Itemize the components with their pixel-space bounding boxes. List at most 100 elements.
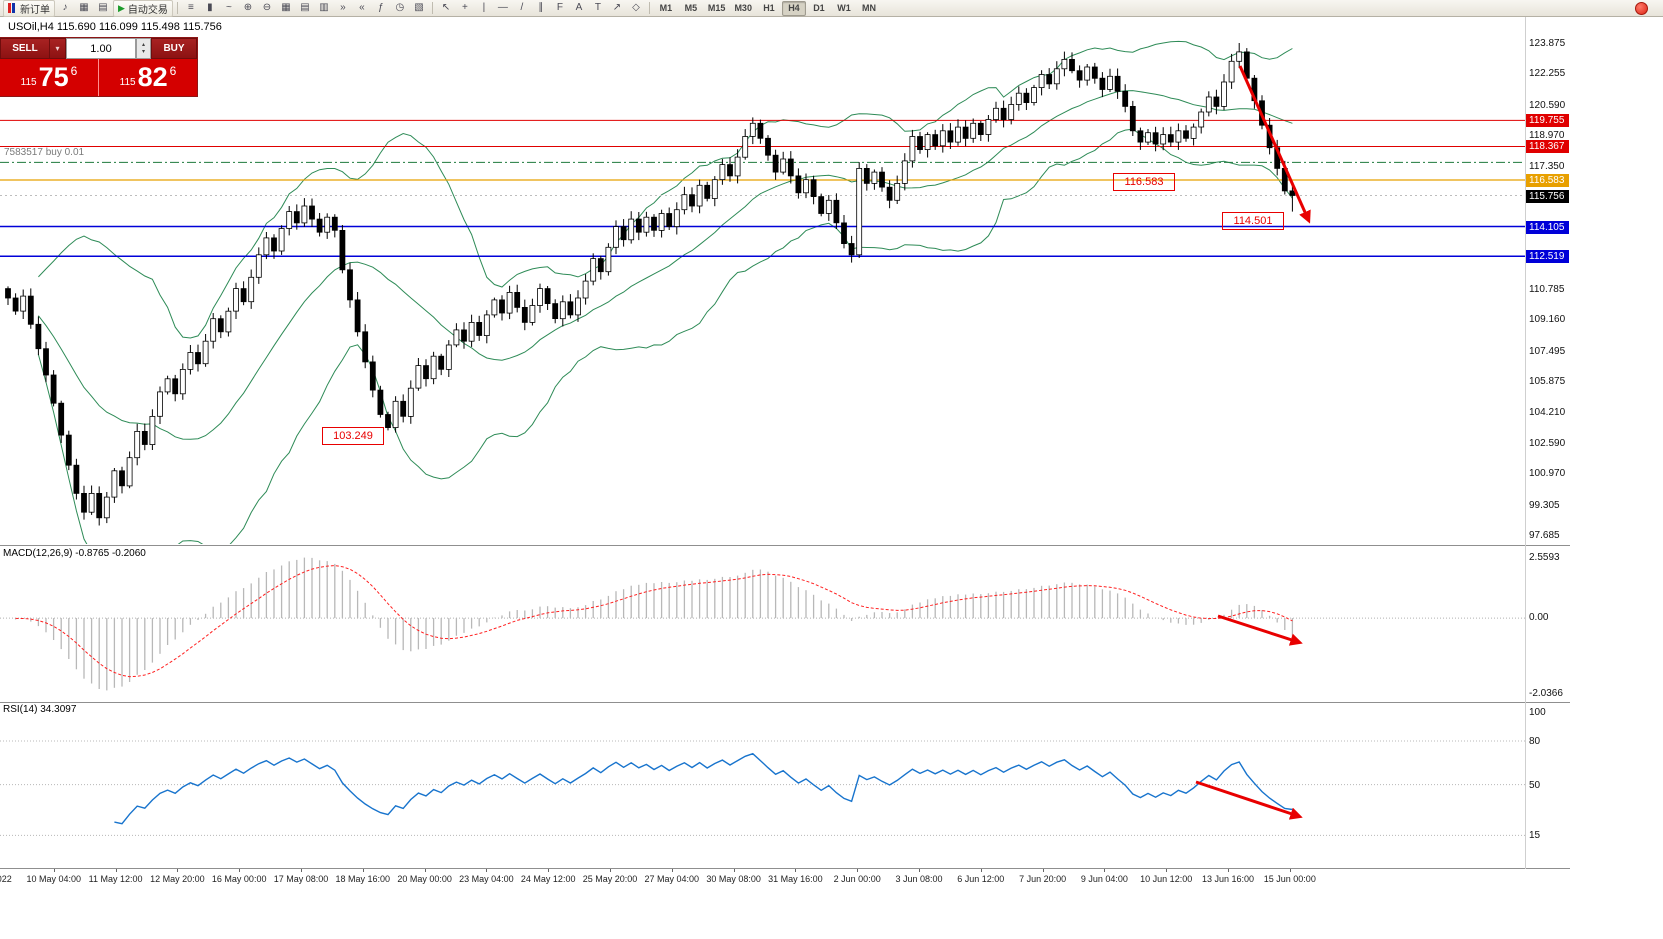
price-axis-border	[1525, 17, 1526, 869]
sound-icon[interactable]: ♪	[62, 2, 68, 13]
price-axis[interactable]: 123.875 122.255 120.590 118.970 117.350 110.7…	[1525, 0, 1570, 939]
timeframe-button-mn[interactable]: MN	[861, 2, 876, 13]
time-tick	[857, 869, 859, 872]
buy-price-main: 82	[137, 62, 168, 92]
trend-arrow[interactable]	[1195, 780, 1303, 820]
text-tool-icon[interactable]: A	[575, 2, 583, 13]
vertical-line-tool-icon[interactable]: |	[482, 2, 486, 13]
time-tick	[919, 869, 920, 872]
time-label: 17 May 08:00	[273, 874, 329, 884]
time-axis[interactable]: May 2022 10 May 04:00 11 May 12:00 12 May 2…	[0, 869, 1570, 887]
line-chart-icon[interactable]: ~	[226, 2, 232, 13]
price-tick-label: 123.875	[1529, 38, 1566, 49]
volume-dropdown-icon[interactable]: ▾	[50, 38, 66, 59]
timeframe-button-d1[interactable]: D1	[813, 2, 825, 13]
timeframe-button-m1[interactable]: M1	[659, 2, 673, 13]
arrow-tool-icon[interactable]: ↗	[612, 2, 622, 13]
price-tick-label: 102.590	[1529, 438, 1566, 449]
tile-windows-icon[interactable]: ▦	[281, 2, 291, 13]
new-order-button[interactable]: 新订单	[3, 0, 55, 17]
time-label: 11 May 12:00	[88, 874, 143, 884]
auto-scroll-icon[interactable]: »	[340, 2, 346, 13]
trend-arrow[interactable]	[1217, 614, 1303, 646]
price-tick-label: 100.970	[1529, 468, 1566, 479]
toolbar-separator	[431, 2, 433, 14]
auto-trading-label: 自动交易	[127, 4, 168, 16]
fibonacci-tool-icon[interactable]: F	[556, 2, 563, 13]
shapes-tool-icon[interactable]: ◇	[632, 2, 640, 13]
time-tick	[1228, 869, 1229, 872]
horizontal-line-tool-icon[interactable]: —	[497, 2, 508, 13]
channel-tool-icon[interactable]: ∥	[538, 2, 544, 13]
timeframe-button-m5[interactable]: M5	[684, 2, 698, 13]
panel-separator[interactable]	[0, 868, 1570, 869]
auto-trading-button[interactable]: ▶ 自动交易	[113, 0, 173, 17]
zoom-out-icon[interactable]: ⊖	[262, 2, 272, 13]
time-tick	[980, 869, 982, 872]
time-label: 24 May 12:00	[520, 874, 576, 884]
main-chart-area[interactable]: 116.583 114.501 103.249	[0, 0, 1525, 939]
timeframe-button-h1[interactable]: H1	[763, 2, 775, 13]
macd-indicator-label: MACD(12,26,9) -0.8765 -0.2060	[3, 548, 146, 559]
sell-price-prefix: 115	[20, 76, 37, 88]
rsi-indicator-label: RSI(14) 34.3097	[3, 704, 77, 715]
toolbar-left-icons: ♪ ▦ ▤	[56, 0, 112, 16]
price-tag: 114.105	[1526, 221, 1569, 234]
panel-separator[interactable]	[0, 702, 1570, 703]
trend-arrow[interactable]	[1238, 65, 1311, 224]
new-chart-icon[interactable]: ▦	[79, 2, 89, 13]
price-annotation-box[interactable]: 103.249	[322, 427, 384, 445]
timeframe-button-w1[interactable]: W1	[837, 2, 851, 13]
alert-icon[interactable]	[1635, 1, 1648, 15]
timeframe-button-m15[interactable]: M15	[707, 2, 726, 13]
sell-price-pip: 6	[70, 64, 78, 78]
time-label: 25 May 20:00	[582, 874, 638, 884]
sell-button[interactable]: SELL	[0, 38, 50, 59]
templates-icon[interactable]: ▧	[414, 2, 424, 13]
price-tag: 116.583	[1526, 174, 1569, 187]
profiles-icon[interactable]: ▤	[98, 2, 108, 13]
time-tick	[548, 869, 550, 872]
timeframe-button-h4[interactable]: H4	[781, 0, 806, 16]
label-tool-icon[interactable]: T	[594, 2, 601, 13]
panel-separator[interactable]	[0, 545, 1570, 546]
arrange-windows-icon[interactable]: ▥	[319, 2, 329, 13]
chart-canvas[interactable]	[0, 0, 1525, 939]
price-tag: 119.755	[1526, 114, 1569, 127]
time-tick	[795, 869, 797, 872]
cursor-tool-icon[interactable]: ↖	[441, 2, 451, 13]
cascade-windows-icon[interactable]: ▤	[300, 2, 310, 13]
buy-price[interactable]: 115 82 6	[99, 59, 197, 96]
time-tick	[424, 869, 426, 872]
buy-price-prefix: 115	[119, 76, 136, 88]
time-label: 7 Jun 20:00	[1019, 874, 1067, 884]
time-label: 2 Jun 00:00	[833, 874, 881, 884]
price-tick-label: 99.305	[1529, 500, 1560, 511]
time-tick	[1166, 869, 1168, 872]
price-annotation-box[interactable]: 116.583	[1113, 173, 1175, 191]
bar-chart-icon[interactable]: ≡	[188, 2, 194, 13]
chart-shift-icon[interactable]: «	[359, 2, 365, 13]
toolbar-separator	[648, 2, 650, 14]
open-position-label[interactable]: 7583517 buy 0.01	[4, 147, 85, 158]
sell-price[interactable]: 115 75 6	[0, 59, 98, 96]
buy-price-pip: 6	[169, 64, 177, 78]
time-label: 10 May 04:00	[26, 874, 82, 884]
price-annotation-box[interactable]: 114.501	[1222, 212, 1284, 230]
buy-button[interactable]: BUY	[151, 38, 197, 59]
time-tick	[177, 869, 179, 872]
toolbar-separator	[176, 2, 178, 14]
candlestick-chart-icon[interactable]: ▮	[207, 2, 213, 13]
volume-stepper[interactable]: ▴ ▾	[136, 38, 151, 59]
price-tick-label: 109.160	[1529, 314, 1566, 325]
volume-input[interactable]	[66, 38, 136, 59]
price-tick-label: 104.210	[1529, 407, 1566, 418]
periods-icon[interactable]: ◷	[395, 2, 405, 13]
zoom-in-icon[interactable]: ⊕	[243, 2, 253, 13]
trendline-tool-icon[interactable]: /	[520, 2, 524, 13]
indicators-icon[interactable]: ƒ	[378, 2, 384, 13]
timeframe-button-m30[interactable]: M30	[734, 2, 752, 13]
time-tick	[486, 869, 488, 872]
crosshair-tool-icon[interactable]: +	[462, 2, 468, 13]
